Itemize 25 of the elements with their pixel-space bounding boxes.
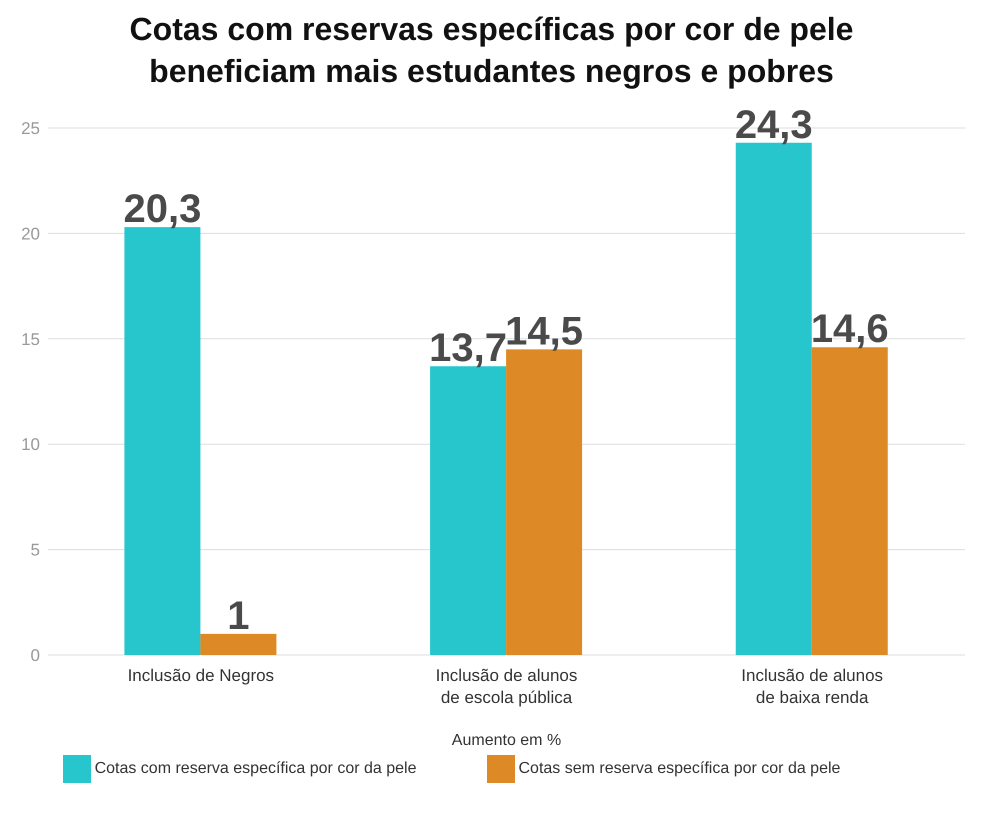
y-tick-label: 0 bbox=[30, 646, 40, 666]
bar bbox=[430, 366, 506, 655]
data-label: 1 bbox=[227, 594, 250, 638]
x-tick-label: Inclusão de alunos de baixa renda bbox=[741, 666, 884, 707]
legend-label: Cotas com reserva específica por cor da pele bbox=[94, 760, 416, 778]
bar bbox=[124, 227, 200, 655]
y-tick-label: 15 bbox=[21, 330, 40, 349]
chart-title: Cotas com reservas específicas por cor de pele beneficiam mais estudantes negros e pobres bbox=[128, 10, 854, 91]
legend-label: Cotas sem reserva específica por cor da pele bbox=[518, 760, 840, 778]
bar bbox=[736, 142, 812, 655]
data-label: 14,6 bbox=[810, 307, 889, 352]
x-tick-label: Inclusão de alunos de escola pública bbox=[436, 666, 578, 707]
data-label: 24,3 bbox=[734, 102, 813, 147]
y-tick-label: 5 bbox=[30, 540, 40, 560]
bar bbox=[506, 349, 582, 655]
x-tick-label: Inclusão de Negros bbox=[128, 666, 274, 685]
data-label: 20,3 bbox=[123, 187, 202, 232]
bar bbox=[200, 634, 276, 655]
y-tick-label: 10 bbox=[21, 435, 40, 454]
y-tick-label: 20 bbox=[21, 224, 40, 244]
data-label: 14,5 bbox=[505, 309, 584, 354]
y-tick-label: 25 bbox=[21, 119, 40, 138]
bar bbox=[812, 347, 888, 655]
data-label: 13,7 bbox=[429, 326, 508, 370]
x-axis-title: Aumento em % bbox=[452, 732, 562, 749]
